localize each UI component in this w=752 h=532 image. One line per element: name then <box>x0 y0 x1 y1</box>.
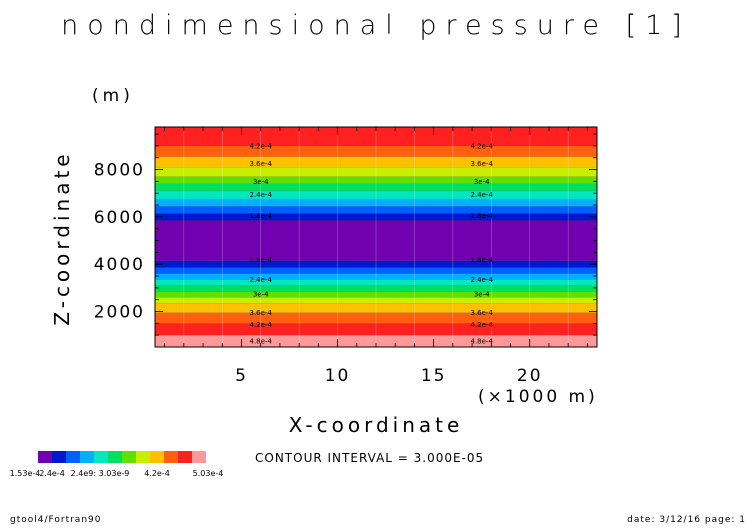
x-axis-unit: (×1000 m) <box>478 387 598 407</box>
contour-label: 1.8e-4 <box>249 256 272 264</box>
legend-swatch <box>108 451 122 463</box>
legend-swatch <box>38 451 52 463</box>
color-band <box>155 199 597 207</box>
contour-labels: 4.8e-4 4.8e-4 4.2e-4 4.2e-4 3.6e-4 3.6e-4 3e-4… <box>249 142 493 345</box>
legend-label: 4.2e-4 <box>144 469 170 478</box>
color-band <box>155 167 597 177</box>
color-band <box>155 183 597 191</box>
footer-date-page: date: 3/12/16 page: 1 <box>627 515 746 525</box>
color-band <box>155 213 597 221</box>
contour-label: 3e-4 <box>474 178 490 186</box>
contour-label: 3e-4 <box>474 290 490 298</box>
contour-label: 4.2e-4 <box>470 321 493 329</box>
y-tick-label: 8000 <box>94 161 145 181</box>
y-tick-label: 2000 <box>94 303 145 323</box>
legend-swatch <box>122 451 136 463</box>
grid-lines <box>155 126 597 347</box>
contour-label: 3.6e-4 <box>249 309 272 317</box>
legend-label: 2.4e-4 <box>39 469 65 478</box>
color-band <box>155 312 597 324</box>
color-band <box>155 285 597 292</box>
x-tick-label: 20 <box>517 366 543 386</box>
legend-swatch <box>80 451 94 463</box>
contour-label: 4.8e-4 <box>470 338 493 346</box>
contour-label: 2.4e-4 <box>470 191 493 199</box>
legend-swatch <box>94 451 108 463</box>
contour-label: 4.8e-4 <box>249 338 272 346</box>
legend-swatch <box>52 451 66 463</box>
y-tick-label: 4000 <box>94 255 145 275</box>
contour-interval-text: CONTOUR INTERVAL = 3.000E-05 <box>255 451 485 465</box>
color-band <box>155 190 597 200</box>
contour-label: 3e-4 <box>253 178 269 186</box>
color-band <box>155 127 597 146</box>
legend-label: 1.53e-4 <box>10 469 41 478</box>
color-band <box>155 176 597 184</box>
x-tick-label: 10 <box>325 366 351 386</box>
color-band <box>155 335 597 347</box>
legend-swatch <box>192 451 206 463</box>
x-tick-label: 5 <box>235 366 248 386</box>
color-band <box>155 220 597 261</box>
contour-label: 2.4e-4 <box>249 191 272 199</box>
contour-label: 4.2e-4 <box>249 321 272 329</box>
contour-label: 2.4e-4 <box>249 276 272 284</box>
contour-label: 3.6e-4 <box>470 160 493 168</box>
contour-label: 1.8e-4 <box>470 212 493 220</box>
color-band <box>155 273 597 280</box>
legend-label-overlap: 2.4e9: 3.03e-9 <box>71 469 130 478</box>
color-band <box>155 260 597 268</box>
axis-ticks: 5 10 15 20 2000 4000 6000 8000 <box>94 127 597 386</box>
contour-label: 3.6e-4 <box>470 309 493 317</box>
x-tick-label: 15 <box>421 366 447 386</box>
legend-swatch <box>136 451 150 463</box>
footer-program: gtool4/Fortran90 <box>10 515 102 525</box>
color-bands <box>155 127 597 347</box>
contour-label: 3e-4 <box>253 290 269 298</box>
color-legend: 1.53e-42.4e-4 4.2e-4 5.03e-4 2.4e9: 3.03e-9 <box>10 451 224 478</box>
color-band <box>155 156 597 168</box>
contour-label: 1.8e-4 <box>249 212 272 220</box>
color-band <box>155 206 597 214</box>
contour-label: 4.2e-4 <box>249 142 272 150</box>
legend-swatch <box>178 451 192 463</box>
contour-label: 1.8e-4 <box>470 256 493 264</box>
color-band <box>155 297 597 304</box>
color-band <box>155 303 597 313</box>
legend-swatch <box>164 451 178 463</box>
color-band <box>155 145 597 157</box>
color-band <box>155 279 597 286</box>
contour-label: 2.4e-4 <box>470 276 493 284</box>
color-band <box>155 267 597 274</box>
x-axis-label-text: X-coordinate <box>288 413 464 437</box>
contour-label: 3.6e-4 <box>249 160 272 168</box>
legend-swatch <box>150 451 164 463</box>
contour-label: 4.2e-4 <box>470 142 493 150</box>
y-axis-unit: (m) <box>92 86 134 106</box>
y-tick-label: 6000 <box>94 208 145 228</box>
color-band <box>155 291 597 298</box>
x-axis-label: X-coordinate <box>0 413 752 437</box>
legend-label: 5.03e-4 <box>193 469 224 478</box>
legend-swatch <box>66 451 80 463</box>
chart-title: nondimensional pressure [1] <box>61 10 691 41</box>
color-band <box>155 323 597 336</box>
